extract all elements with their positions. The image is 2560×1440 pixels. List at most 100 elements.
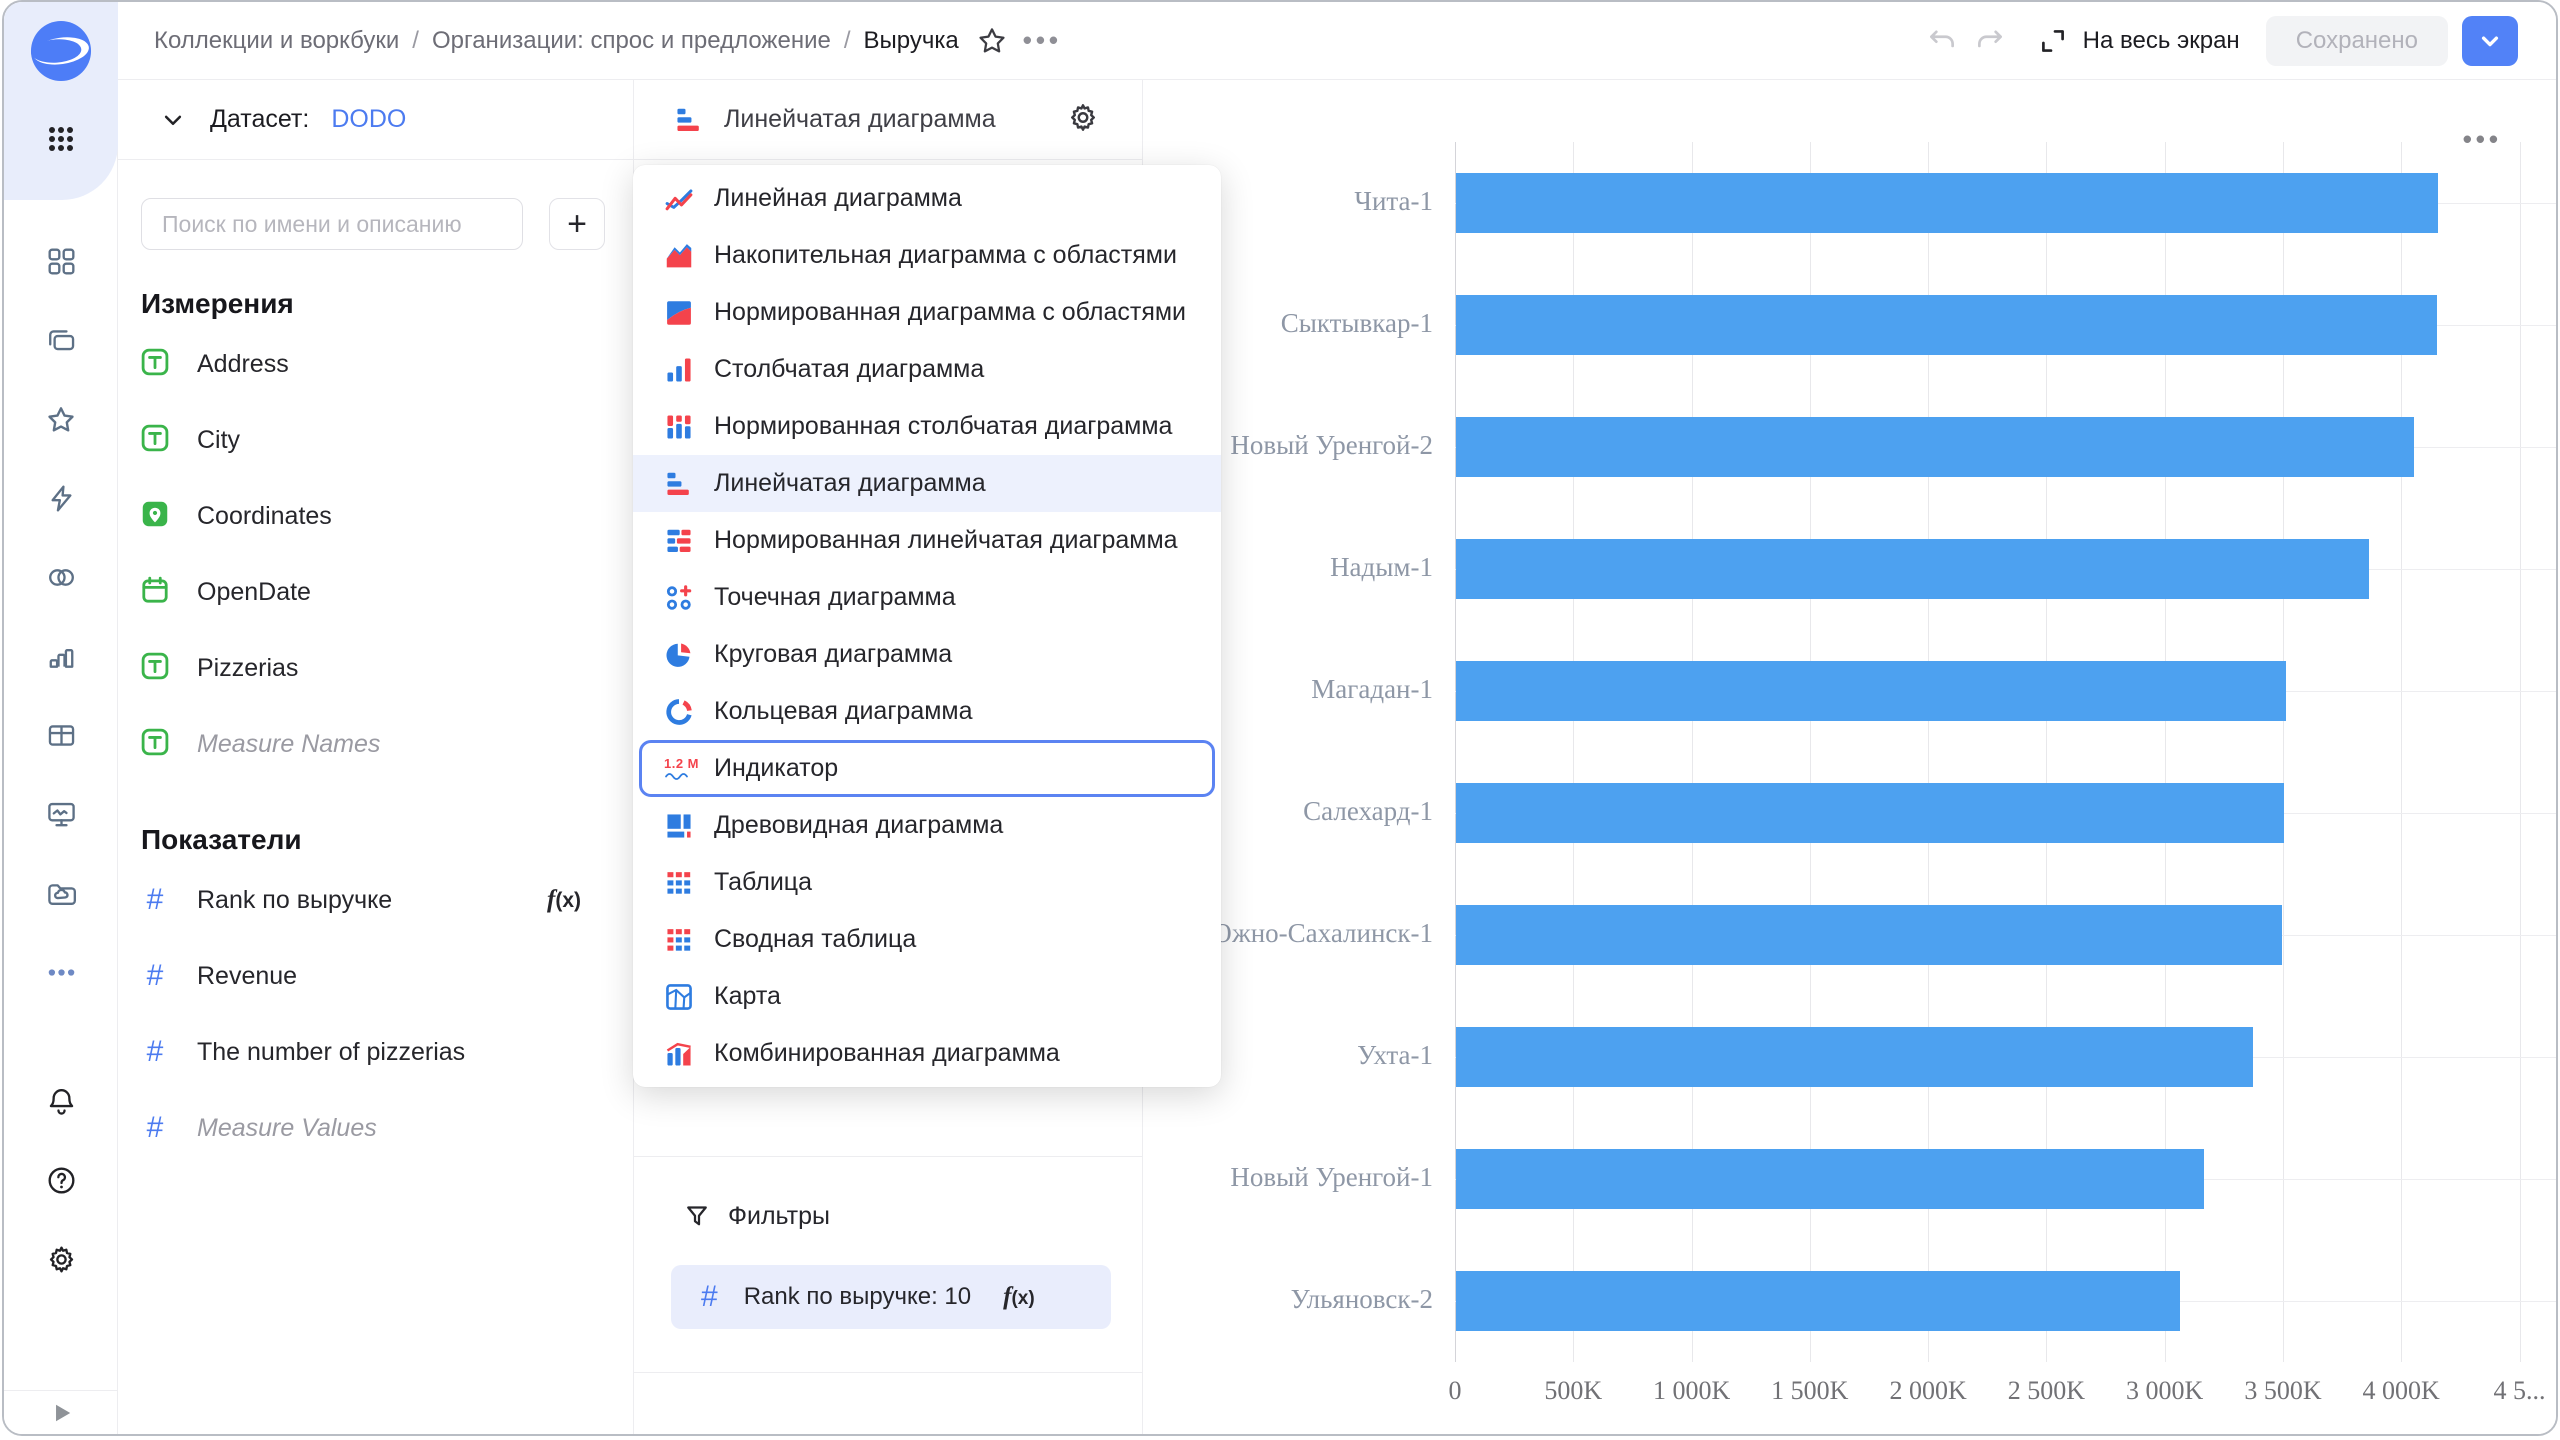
- chart-menu-button[interactable]: •••: [2463, 124, 2502, 155]
- menu-item-normalized-bar[interactable]: Нормированная линейчатая диаграмма: [633, 512, 1221, 569]
- x-tick-label: 1 000K: [1652, 1376, 1731, 1405]
- menu-item-column-chart[interactable]: Столбчатая диаграмма: [633, 341, 1221, 398]
- menu-item-donut[interactable]: Кольцевая диаграмма: [633, 683, 1221, 740]
- category-label: Ульяновск-2: [1290, 1284, 1433, 1314]
- sidebar-item-charts[interactable]: [32, 629, 90, 687]
- filter-chip[interactable]: # Rank по выручке: 10 f(x): [671, 1265, 1111, 1329]
- sidebar-item-favorites[interactable]: [32, 392, 90, 450]
- more-icon: [45, 956, 78, 992]
- save-button[interactable]: Сохранено: [2265, 15, 2448, 66]
- menu-item-table[interactable]: Таблица: [633, 854, 1221, 911]
- field-row[interactable]: # Measure Values: [118, 1090, 633, 1166]
- field-row[interactable]: # Rank по выручке f(x): [118, 862, 633, 938]
- field-label: Revenue: [197, 961, 298, 990]
- number-field-icon: #: [146, 1035, 164, 1068]
- fullscreen-button[interactable]: [2037, 25, 2069, 57]
- breadcrumb-separator: /: [843, 26, 851, 54]
- chart-type-label: Линейчатая диаграмма: [724, 105, 996, 133]
- breadcrumb-more-button[interactable]: •••: [1023, 25, 1062, 56]
- field-row[interactable]: # Revenue: [118, 938, 633, 1014]
- menu-item-normalized-area[interactable]: Нормированная диаграмма с областями: [633, 284, 1221, 341]
- menu-item-map[interactable]: Карта: [633, 968, 1221, 1025]
- field-label: The number of pizzerias: [197, 1037, 466, 1066]
- field-row[interactable]: Coordinates: [118, 478, 633, 554]
- search-input[interactable]: [141, 198, 523, 250]
- add-field-button[interactable]: +: [549, 198, 605, 250]
- menu-item-bar-chart[interactable]: Линейчатая диаграмма: [633, 455, 1221, 512]
- redo-button[interactable]: [1973, 24, 2007, 58]
- chart-settings-button[interactable]: [1066, 100, 1100, 139]
- fullscreen-icon: [2041, 29, 2064, 52]
- apps-grid-icon[interactable]: [39, 118, 83, 162]
- dataset-panel: Датасет: DODO + Измерения Address City C…: [118, 80, 633, 1434]
- field-row[interactable]: Pizzerias: [118, 630, 633, 706]
- field-label: Measure Values: [197, 1113, 377, 1142]
- bar[interactable]: [1456, 1271, 2180, 1331]
- menu-item-pivot-table[interactable]: Сводная таблица: [633, 911, 1221, 968]
- field-row[interactable]: City: [118, 402, 633, 478]
- bar[interactable]: [1456, 539, 2370, 599]
- category-label: Южно-Сахалинск-1: [1204, 918, 1433, 948]
- rail-nav: [4, 234, 118, 1024]
- sidebar-item-dashboards[interactable]: [32, 787, 90, 845]
- save-dropdown-button[interactable]: [2462, 15, 2518, 66]
- settings-icon: [45, 1243, 78, 1279]
- normalized-area-icon: [664, 299, 694, 327]
- gear-icon: [1071, 103, 1095, 131]
- bar[interactable]: [1456, 295, 2437, 355]
- bar[interactable]: [1456, 905, 2282, 965]
- sidebar-item-quick-actions[interactable]: [32, 471, 90, 529]
- ellipsis-icon: •••: [1022, 25, 1063, 55]
- bar[interactable]: [1456, 783, 2284, 843]
- breadcrumb-item[interactable]: Выручка: [863, 26, 959, 54]
- breadcrumb-item[interactable]: Организации: спрос и предложение: [431, 26, 831, 54]
- menu-item-treemap[interactable]: Древовидная диаграмма: [633, 797, 1221, 854]
- field-label: OpenDate: [197, 577, 311, 606]
- breadcrumb-item[interactable]: Коллекции и воркбуки: [154, 26, 400, 54]
- sidebar-item-connections[interactable]: [32, 550, 90, 608]
- category-label: Магадан-1: [1311, 674, 1433, 704]
- sidebar-item-help[interactable]: [32, 1153, 90, 1211]
- sidebar-item-collections[interactable]: [32, 313, 90, 371]
- menu-item-line-chart[interactable]: Линейная диаграмма: [633, 170, 1221, 227]
- bar[interactable]: [1456, 417, 2415, 477]
- undo-button[interactable]: [1925, 24, 1959, 58]
- combined-chart-icon: [664, 1040, 694, 1068]
- sidebar-item-datasets[interactable]: [32, 708, 90, 766]
- bar[interactable]: [1456, 661, 2287, 721]
- sidebar-item-storage[interactable]: [32, 866, 90, 924]
- menu-item-combined-chart[interactable]: Комбинированная диаграмма: [633, 1025, 1221, 1082]
- column-chart-icon: [664, 356, 694, 384]
- scatter-icon: [664, 584, 694, 612]
- star-icon: [979, 27, 1005, 52]
- category-label: Новый Уренгой-1: [1230, 1162, 1433, 1192]
- bar[interactable]: [1456, 1027, 2254, 1087]
- expand-sidebar-button[interactable]: [4, 1390, 117, 1434]
- field-row[interactable]: Address: [118, 326, 633, 402]
- fullscreen-label[interactable]: На весь экран: [2082, 26, 2240, 54]
- bar[interactable]: [1456, 173, 2438, 233]
- field-label: City: [197, 425, 241, 454]
- menu-item-indicator[interactable]: 1.2 M Индикатор: [633, 740, 1221, 797]
- field-row[interactable]: # The number of pizzerias: [118, 1014, 633, 1090]
- menu-item-scatter[interactable]: Точечная диаграмма: [633, 569, 1221, 626]
- bar[interactable]: [1456, 1149, 2204, 1209]
- favorite-star-button[interactable]: [975, 24, 1009, 58]
- sidebar-item-widgets[interactable]: [32, 234, 90, 292]
- field-row[interactable]: Measure Names: [118, 706, 633, 782]
- menu-item-pie[interactable]: Круговая диаграмма: [633, 626, 1221, 683]
- dataset-name[interactable]: DODO: [331, 105, 407, 133]
- sidebar-item-more[interactable]: [32, 945, 90, 1003]
- field-row[interactable]: OpenDate: [118, 554, 633, 630]
- sidebar-item-bell[interactable]: [32, 1074, 90, 1132]
- datalens-logo-icon[interactable]: [30, 20, 92, 82]
- menu-item-label: Точечная диаграмма: [714, 583, 956, 611]
- menu-item-normalized-column[interactable]: Нормированная столбчатая диаграмма: [633, 398, 1221, 455]
- chart-type-selector[interactable]: Линейчатая диаграмма: [634, 80, 1142, 160]
- dataset-header[interactable]: Датасет: DODO: [118, 80, 633, 160]
- menu-item-stacked-area[interactable]: Накопительная диаграмма с областями: [633, 227, 1221, 284]
- x-tick-label: 3 000K: [2126, 1376, 2204, 1405]
- redo-icon: [1977, 29, 2002, 47]
- sidebar-item-settings[interactable]: [32, 1232, 90, 1290]
- measures-title: Показатели: [141, 824, 302, 855]
